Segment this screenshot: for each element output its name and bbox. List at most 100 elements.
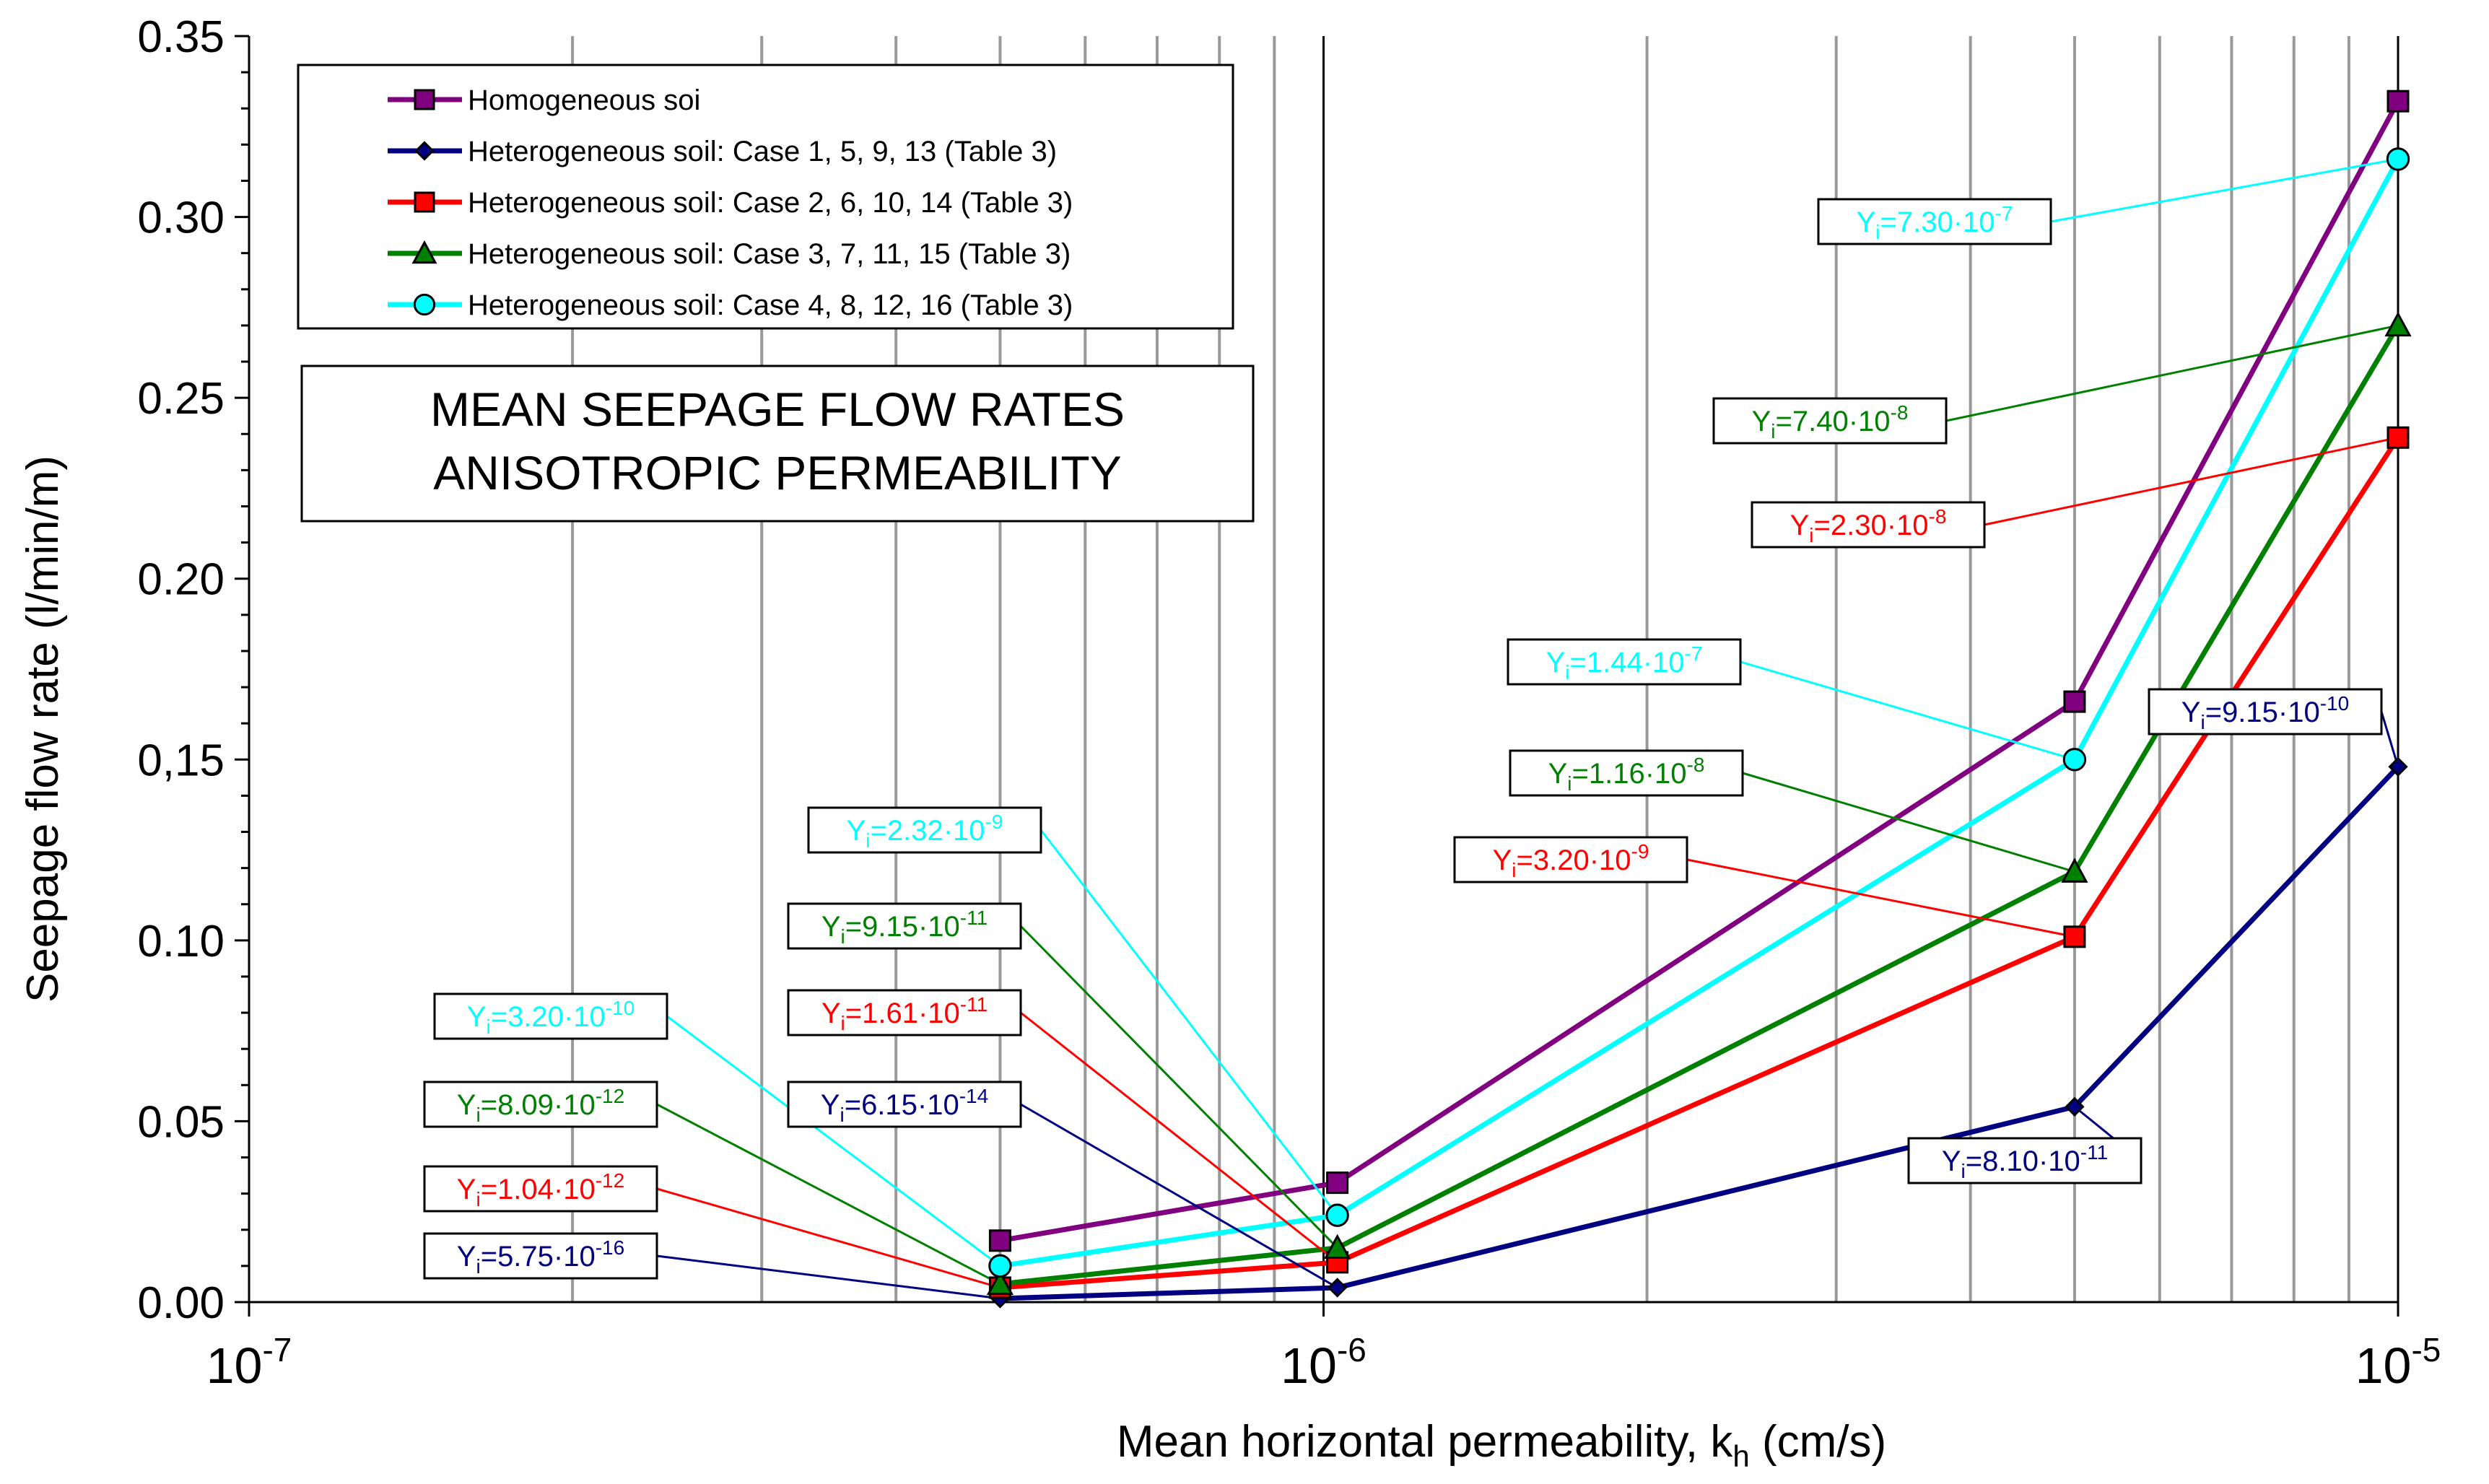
series-line-3 — [1000, 324, 2401, 1287]
annotation-label-8: Yi=1.44·10-7 — [1546, 642, 1703, 684]
data-point-s0-p0 — [988, 1229, 1011, 1252]
title-box-frame — [300, 365, 1255, 523]
legend-marker-2 — [414, 191, 435, 213]
axes — [235, 35, 2399, 1317]
annotation-box-0 — [433, 992, 668, 1040]
series-line-0 — [999, 100, 2401, 1244]
x-tick-label: 10-7 — [206, 1331, 292, 1394]
annotation-label-14: Yi=2.30·10-8 — [1790, 505, 1947, 546]
x-axis-label-sub: h — [1732, 1439, 1749, 1473]
annotation-label-9: Yi=1.16·10-8 — [1548, 754, 1705, 795]
x-tick-label: 10-6 — [1281, 1331, 1366, 1394]
x-tick-exponent: -5 — [2411, 1331, 2441, 1369]
y-axis-label: Seepage flow rate (l/min/m) — [18, 455, 68, 1003]
legend-marker-4 — [413, 293, 436, 316]
y-tick-label: 0.10 — [137, 917, 225, 966]
series-markers — [986, 90, 2412, 1309]
data-point-s4-p3 — [2386, 147, 2410, 171]
annotation-box-1 — [423, 1081, 658, 1128]
y-tick-labels: 0.00 0.05 0.10 0,15 0.20 0.25 0.30 0.35 — [137, 12, 225, 1328]
annotation-box-12 — [1817, 198, 2052, 245]
y-tick-label: 0,15 — [137, 736, 225, 785]
y-tick-label: 0.30 — [137, 193, 225, 243]
data-point-s4-p0 — [988, 1254, 1012, 1278]
legend-label-1: Heterogeneous soil: Case 1, 5, 9, 13 (Ta… — [468, 136, 1057, 167]
annotation-leader-9 — [1742, 772, 2075, 873]
annotation-label-12: Yi=7.30·10-7 — [1857, 202, 2013, 243]
series-lines — [999, 100, 2401, 1301]
annotation-leader-1 — [656, 1103, 1001, 1286]
x-tick-exponent: -7 — [262, 1331, 292, 1369]
data-point-s2-p2 — [2063, 925, 2086, 948]
annotation-label-11: Yi=8.10·10-11 — [1942, 1141, 2108, 1182]
x-axis-label-tail: (cm/s) — [1750, 1417, 1886, 1467]
data-point-s1-p3 — [2388, 756, 2408, 777]
annotation-leader-14 — [1984, 436, 2399, 526]
y-tick-label: 0.35 — [137, 12, 225, 62]
annotation-label-5: Yi=9.15·10-11 — [821, 907, 988, 948]
legend-label-3: Heterogeneous soil: Case 3, 7, 11, 15 (T… — [468, 238, 1071, 270]
annotation-label-10: Yi=3.20·10-9 — [1493, 840, 1649, 881]
annotation-box-9 — [1509, 749, 1744, 797]
series-line-2 — [1000, 436, 2400, 1291]
y-tick-label: 0.00 — [137, 1278, 225, 1328]
x-tick-base: 10 — [2355, 1337, 2412, 1394]
data-point-s3-p2 — [2061, 857, 2088, 883]
x-tick-labels: 10-7 10-6 10-5 — [206, 1331, 2441, 1394]
data-point-s3-p0 — [986, 1270, 1014, 1296]
annotation-box-6 — [787, 989, 1022, 1036]
data-point-s1-p2 — [2065, 1096, 2085, 1117]
x-tick-base: 10 — [206, 1337, 263, 1394]
legend-marker-3 — [411, 240, 437, 264]
annotation-leader-4 — [1039, 829, 1338, 1216]
legend-label-2: Heterogeneous soil: Case 2, 6, 10, 14 (T… — [468, 187, 1073, 219]
annotation-leader-10 — [1686, 858, 2075, 938]
annotation-leader-2 — [656, 1187, 1001, 1289]
annotation-box-13 — [1712, 397, 1948, 445]
legend-items: Homogeneous soi Heterogeneous soil: Case … — [388, 84, 1073, 321]
legend: Homogeneous soi Heterogeneous soil: Case … — [297, 64, 1234, 330]
annotation-label-6: Yi=1.61·10-11 — [821, 993, 988, 1034]
annotation-label-3: Yi=5.75·10-16 — [457, 1236, 624, 1278]
data-point-s4-p2 — [2062, 748, 2087, 772]
y-tick-label: 0.20 — [137, 555, 225, 605]
legend-label-0: Homogeneous soi — [468, 84, 700, 116]
annotation-leader-5 — [1019, 925, 1338, 1249]
data-point-s0-p3 — [2386, 90, 2410, 113]
data-point-s0-p1 — [1326, 1171, 1349, 1195]
annotation-label-0: Yi=3.20·10-10 — [467, 997, 635, 1038]
x-axis-label-main: Mean horizontal permeability, k — [1117, 1417, 1733, 1467]
x-axis-label: Mean horizontal permeability, kh (cm/s) — [1117, 1417, 1886, 1473]
annotation-label-13: Yi=7.40·10-8 — [1752, 401, 1909, 442]
data-point-s0-p2 — [2063, 690, 2086, 713]
annotation-leader-12 — [2050, 157, 2399, 223]
annotation-label-7: Yi=6.15·10-14 — [821, 1085, 988, 1126]
annotation-label-2: Yi=1.04·10-12 — [457, 1169, 624, 1210]
annotation-label-15: Yi=9.15·10-10 — [2181, 692, 2349, 733]
legend-label-4: Heterogeneous soil: Case 4, 8, 12, 16 (T… — [468, 289, 1073, 321]
annotation-boxes: Yi=3.20·10-10 Yi=8.09·10-12 Yi=1.04·10-12 Y… — [423, 198, 2383, 1280]
legend-marker-1 — [414, 141, 435, 161]
annotation-leader-6 — [1020, 1011, 1338, 1264]
annotation-leader-0 — [666, 1015, 1001, 1267]
annotation-leader-3 — [656, 1254, 1001, 1300]
data-point-s1-p1 — [1327, 1278, 1348, 1298]
annotation-box-8 — [1507, 638, 1742, 686]
chart-title: MEAN SEEPAGE FLOW RATES — [430, 383, 1125, 436]
data-point-s3-p1 — [1323, 1234, 1351, 1260]
title-box: MEAN SEEPAGE FLOW RATES ANISOTROPIC PERM… — [300, 365, 1255, 523]
x-tick-base: 10 — [1281, 1337, 1337, 1394]
annotation-leader-7 — [1020, 1103, 1338, 1289]
series-line-1 — [1000, 764, 2400, 1301]
annotation-label-1: Yi=8.09·10-12 — [457, 1085, 624, 1126]
annotation-box-10 — [1453, 836, 1688, 883]
series-line-4 — [999, 157, 2401, 1269]
x-tick-label: 10-5 — [2355, 1331, 2441, 1394]
data-point-s3-p3 — [2384, 311, 2412, 337]
y-tick-label: 0.05 — [137, 1097, 225, 1147]
y-tick-label: 0.25 — [137, 374, 225, 424]
chart-subtitle: ANISOTROPIC PERMEABILITY — [433, 446, 1122, 499]
legend-box — [297, 64, 1234, 330]
